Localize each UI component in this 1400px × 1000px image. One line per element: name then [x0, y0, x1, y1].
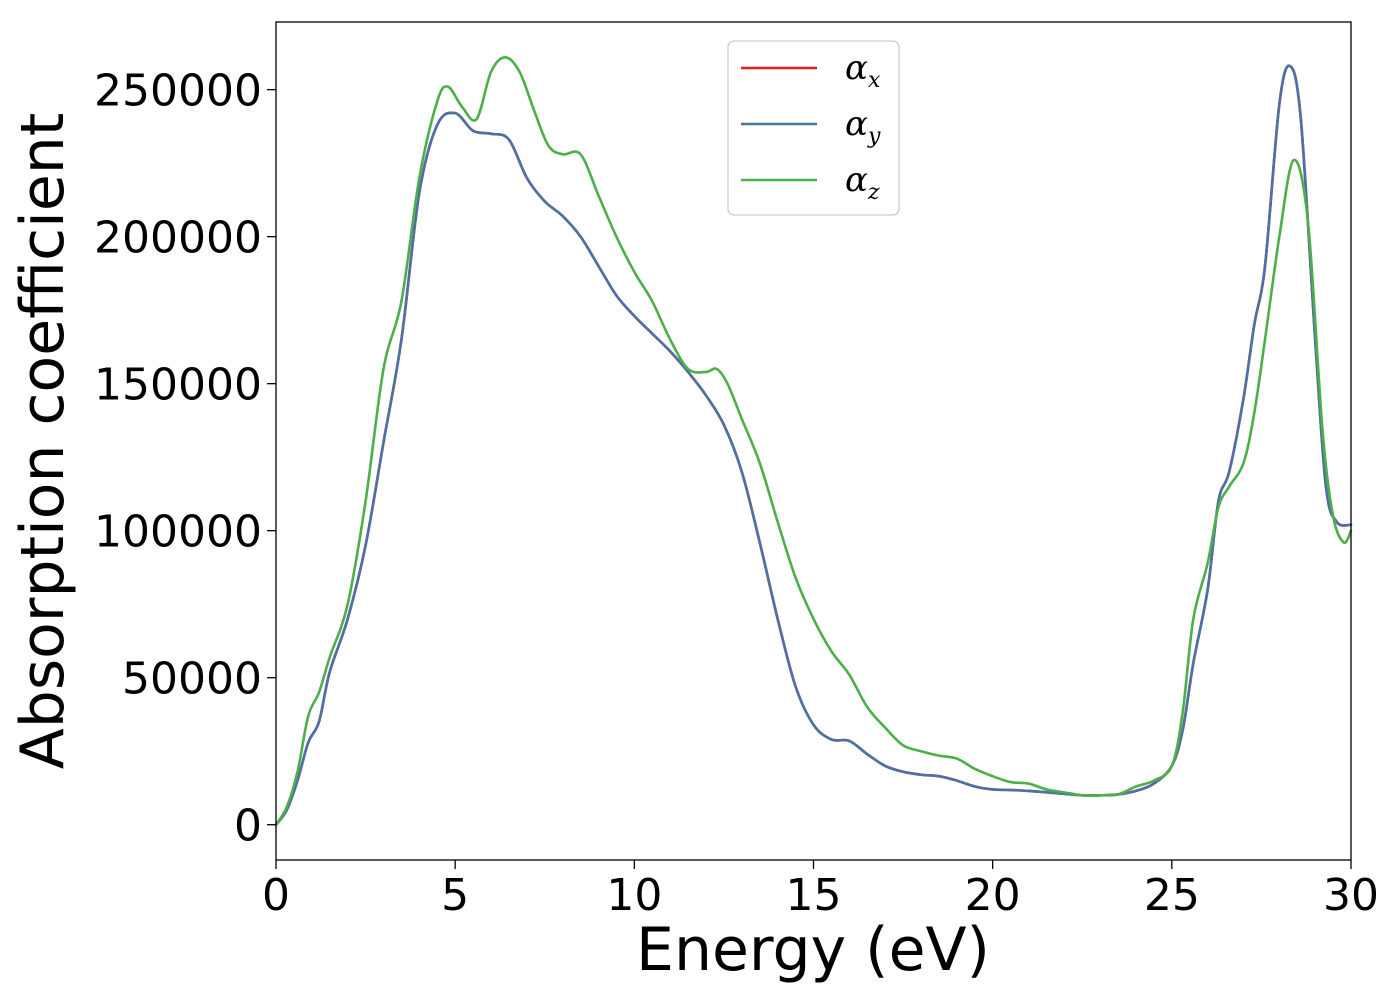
legend-frame	[727, 40, 900, 216]
legend-label-x: αx	[845, 48, 881, 93]
x-tick-label: 30	[1323, 870, 1379, 921]
x-tick-label: 5	[441, 870, 469, 921]
y-tick-label: 50000	[122, 654, 262, 705]
x-tick-label: 20	[965, 870, 1021, 921]
legend-label-y: αy	[845, 104, 881, 149]
series-layer	[274, 55, 1353, 827]
x-axis-label: Energy (eV)	[636, 915, 990, 985]
y-axis-ticks: 0 50000 100000 150000 200000 250000	[94, 66, 276, 852]
y-tick-label: 150000	[94, 360, 262, 411]
x-tick-label: 15	[786, 870, 842, 921]
x-axis-ticks: 0 5 10 15 20 25 30	[262, 860, 1379, 921]
y-tick-label: 0	[234, 801, 262, 852]
series-line-z	[274, 55, 1353, 827]
legend-label-z: αz	[845, 160, 880, 205]
legend: αx αy αz	[727, 40, 900, 216]
y-tick-label: 200000	[94, 213, 262, 264]
y-tick-label: 250000	[94, 66, 262, 117]
x-tick-label: 10	[606, 870, 662, 921]
x-tick-label: 0	[262, 870, 290, 921]
x-tick-label: 25	[1144, 870, 1200, 921]
y-axis-label: Absorption coefficient	[8, 113, 78, 770]
series-line-y	[274, 64, 1353, 827]
y-tick-label: 100000	[94, 507, 262, 558]
